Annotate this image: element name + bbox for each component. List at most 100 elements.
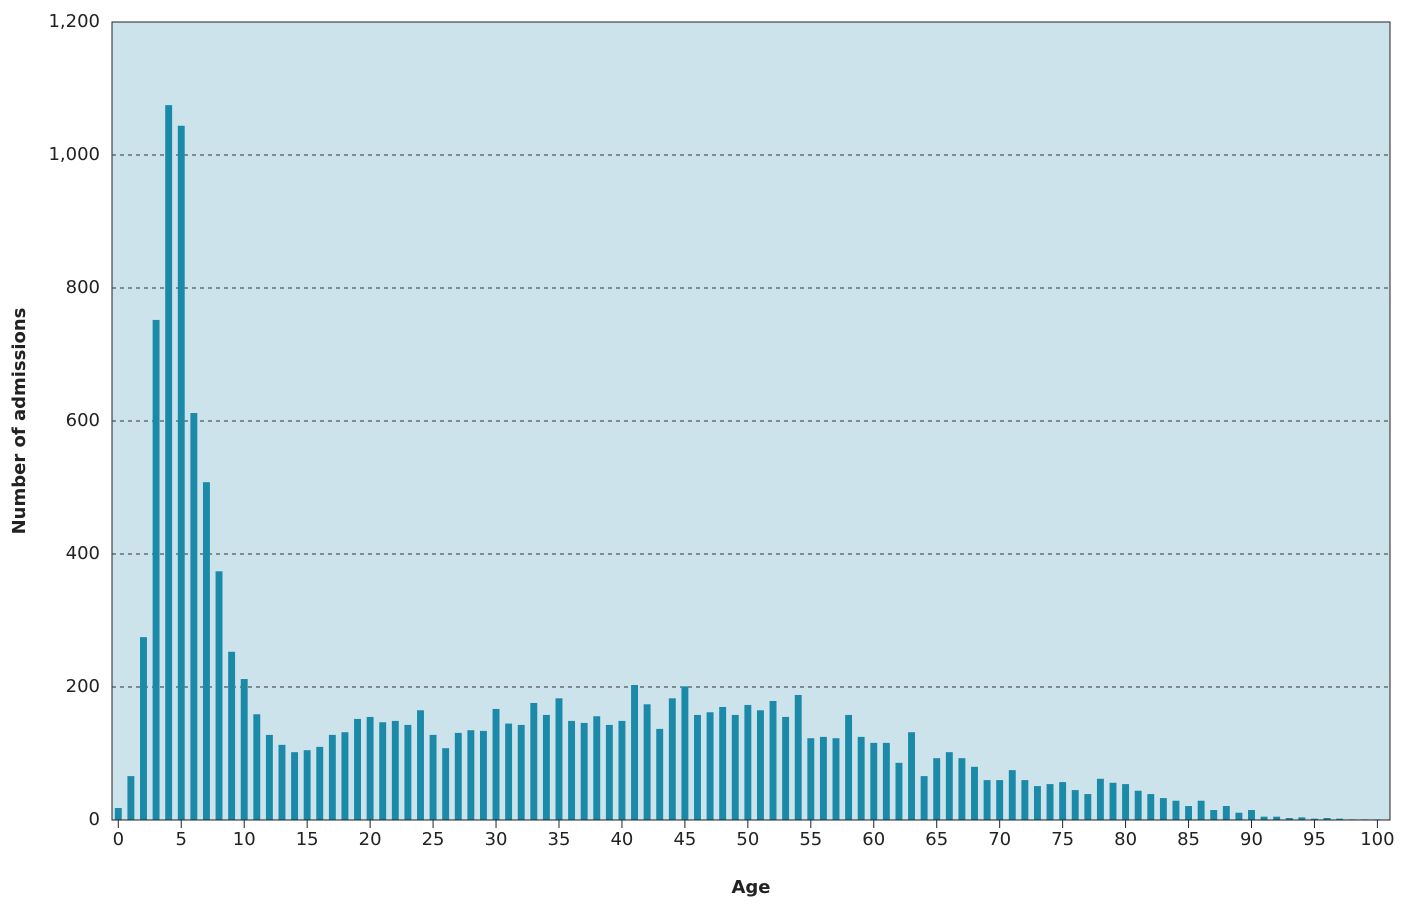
- bar: [668, 698, 676, 820]
- bar: [1310, 818, 1318, 820]
- bar: [656, 728, 664, 820]
- bar: [580, 722, 588, 820]
- bar: [404, 724, 412, 820]
- bar: [731, 714, 739, 820]
- bar: [492, 708, 500, 820]
- bar: [908, 732, 915, 820]
- bar: [530, 702, 538, 820]
- bar: [417, 710, 424, 820]
- bar: [1096, 778, 1104, 820]
- bar: [165, 105, 173, 820]
- bar: [190, 413, 198, 820]
- bar: [467, 730, 475, 820]
- bar: [1323, 818, 1331, 820]
- bar: [1046, 784, 1054, 820]
- bar: [366, 716, 374, 820]
- y-tick-label: 400: [66, 543, 100, 564]
- bar: [1260, 816, 1268, 820]
- bar: [618, 720, 626, 820]
- bar: [1248, 810, 1255, 820]
- bar: [291, 752, 299, 820]
- x-axis-title: Age: [731, 877, 770, 898]
- x-tick-label: 65: [925, 829, 948, 850]
- bar: [328, 734, 336, 820]
- bar: [643, 704, 651, 820]
- bar: [744, 704, 752, 820]
- bar: [1109, 782, 1117, 820]
- bar: [794, 694, 802, 820]
- bar: [114, 808, 122, 820]
- bar: [593, 716, 601, 820]
- bar: [1235, 812, 1243, 820]
- bar: [870, 742, 878, 820]
- bar: [1059, 782, 1067, 820]
- bar: [1197, 800, 1205, 820]
- bar: [719, 706, 727, 820]
- bar: [429, 734, 437, 820]
- x-tick-label: 35: [548, 829, 571, 850]
- y-tick-label: 600: [66, 410, 100, 431]
- bar: [895, 762, 903, 820]
- y-axis-title: Number of admissions: [9, 308, 30, 535]
- bar: [1033, 786, 1041, 820]
- bar: [140, 637, 147, 820]
- bar: [1021, 780, 1029, 820]
- x-tick-label: 25: [422, 829, 445, 850]
- bar: [253, 714, 261, 820]
- x-tick-label: 20: [359, 829, 382, 850]
- bar: [945, 752, 953, 820]
- bar: [152, 319, 160, 820]
- x-tick-label: 75: [1051, 829, 1074, 850]
- x-tick-label: 30: [485, 829, 508, 850]
- x-tick-label: 80: [1114, 829, 1137, 850]
- bar: [1172, 800, 1180, 820]
- bar: [756, 710, 764, 820]
- bar: [505, 723, 513, 820]
- x-tick-label: 85: [1177, 829, 1200, 850]
- bar: [971, 766, 978, 820]
- bar: [1134, 790, 1142, 820]
- bar: [202, 482, 210, 820]
- y-tick-label: 0: [89, 809, 100, 830]
- bar: [379, 722, 387, 820]
- x-tick-label: 0: [113, 829, 124, 850]
- x-tick-label: 70: [988, 829, 1011, 850]
- bar: [1084, 794, 1092, 820]
- bar: [1336, 818, 1344, 820]
- bar: [1122, 784, 1130, 820]
- bar: [832, 738, 840, 820]
- x-tick-label: 45: [673, 829, 696, 850]
- bar: [542, 714, 550, 820]
- bar: [479, 730, 487, 820]
- bar: [341, 732, 349, 820]
- bar: [1159, 798, 1167, 820]
- bar: [278, 744, 286, 820]
- bar: [555, 698, 563, 820]
- bar: [857, 736, 865, 820]
- y-tick-label: 200: [66, 676, 100, 697]
- bar: [228, 651, 236, 820]
- x-tick-label: 95: [1303, 829, 1326, 850]
- bar: [303, 750, 311, 820]
- bar: [681, 686, 689, 820]
- bar: [769, 700, 777, 820]
- plot-area: [111, 21, 1391, 821]
- x-tick-label: 50: [736, 829, 759, 850]
- bar: [265, 734, 273, 820]
- bar: [316, 746, 324, 820]
- bar: [882, 742, 890, 820]
- x-tick-label: 5: [176, 829, 187, 850]
- bar: [845, 714, 853, 820]
- bar: [933, 758, 941, 820]
- bar: [1147, 794, 1155, 820]
- bar: [694, 714, 701, 820]
- bar: [1222, 806, 1230, 820]
- bar: [1008, 770, 1016, 820]
- y-tick-label: 1,200: [48, 11, 100, 32]
- bar: [1210, 810, 1218, 820]
- bar: [807, 738, 815, 820]
- y-tick-label: 1,000: [48, 144, 100, 165]
- bar: [958, 758, 966, 820]
- x-tick-label: 90: [1240, 829, 1263, 850]
